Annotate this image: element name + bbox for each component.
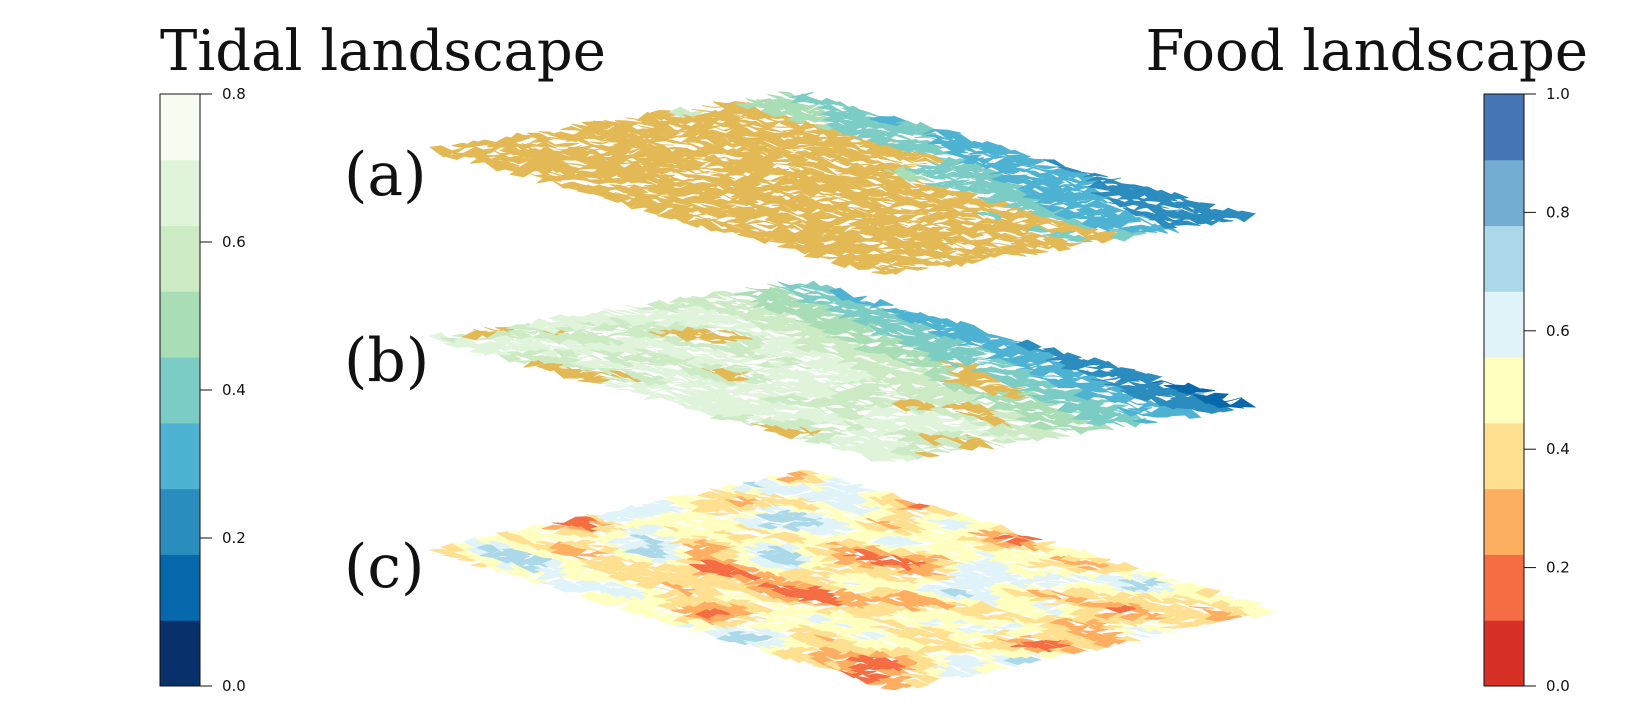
tidal-colorbar-swatch	[160, 620, 200, 687]
food-colorbar-frame	[1483, 93, 1525, 687]
tidal-colorbar-tick-label: 0.4	[222, 381, 246, 399]
food-colorbar-swatch	[1484, 94, 1524, 161]
tidal-colorbar-tick-label: 0.0	[222, 677, 246, 695]
food-surface-c	[429, 469, 1277, 691]
food-colorbar-swatch	[1484, 620, 1524, 687]
tidal-surface-a	[428, 91, 1256, 275]
food-colorbar-swatch	[1484, 422, 1524, 490]
food-colorbar-swatch	[1484, 554, 1524, 621]
food-colorbar-swatch	[1484, 159, 1524, 227]
food-colorbar-swatch	[1484, 357, 1524, 424]
food-colorbar-tick-label: 0.2	[1546, 559, 1570, 577]
tidal-colorbar-swatch	[160, 94, 200, 161]
food-colorbar-tick-label: 0.6	[1546, 322, 1570, 340]
tidal-colorbar-swatch	[160, 225, 200, 292]
tidal-colorbar-tick-label: 0.8	[222, 85, 246, 103]
food-colorbar-swatch	[1484, 225, 1524, 292]
tidal-colorbar-swatch	[160, 291, 200, 358]
food-landscape-title: Food landscape	[1145, 19, 1588, 84]
food-colorbar-swatch	[1484, 291, 1524, 358]
tidal-surface-b	[428, 280, 1257, 462]
food-colorbar-tick-label: 1.0	[1546, 85, 1570, 103]
tidal-colorbar-swatch	[160, 357, 200, 424]
tidal-colorbar-swatch	[160, 554, 200, 621]
food-colorbar-tick-label: 0.8	[1546, 203, 1570, 221]
food-colorbar-swatch	[1484, 488, 1524, 555]
tidal-colorbar: 0.0 0.2 0.4 0.6 0.8	[159, 85, 246, 695]
tidal-colorbar-swatch	[160, 159, 200, 227]
tidal-colorbar-tick-label: 0.2	[222, 529, 246, 547]
food-colorbar-tick-label: 0.4	[1546, 440, 1570, 458]
food-colorbar-tick-label: 0.0	[1546, 677, 1570, 695]
tidal-colorbar-swatch	[160, 488, 200, 555]
tidal-colorbar-swatch	[160, 422, 200, 490]
tidal-colorbar-tick-label: 0.6	[222, 233, 246, 251]
